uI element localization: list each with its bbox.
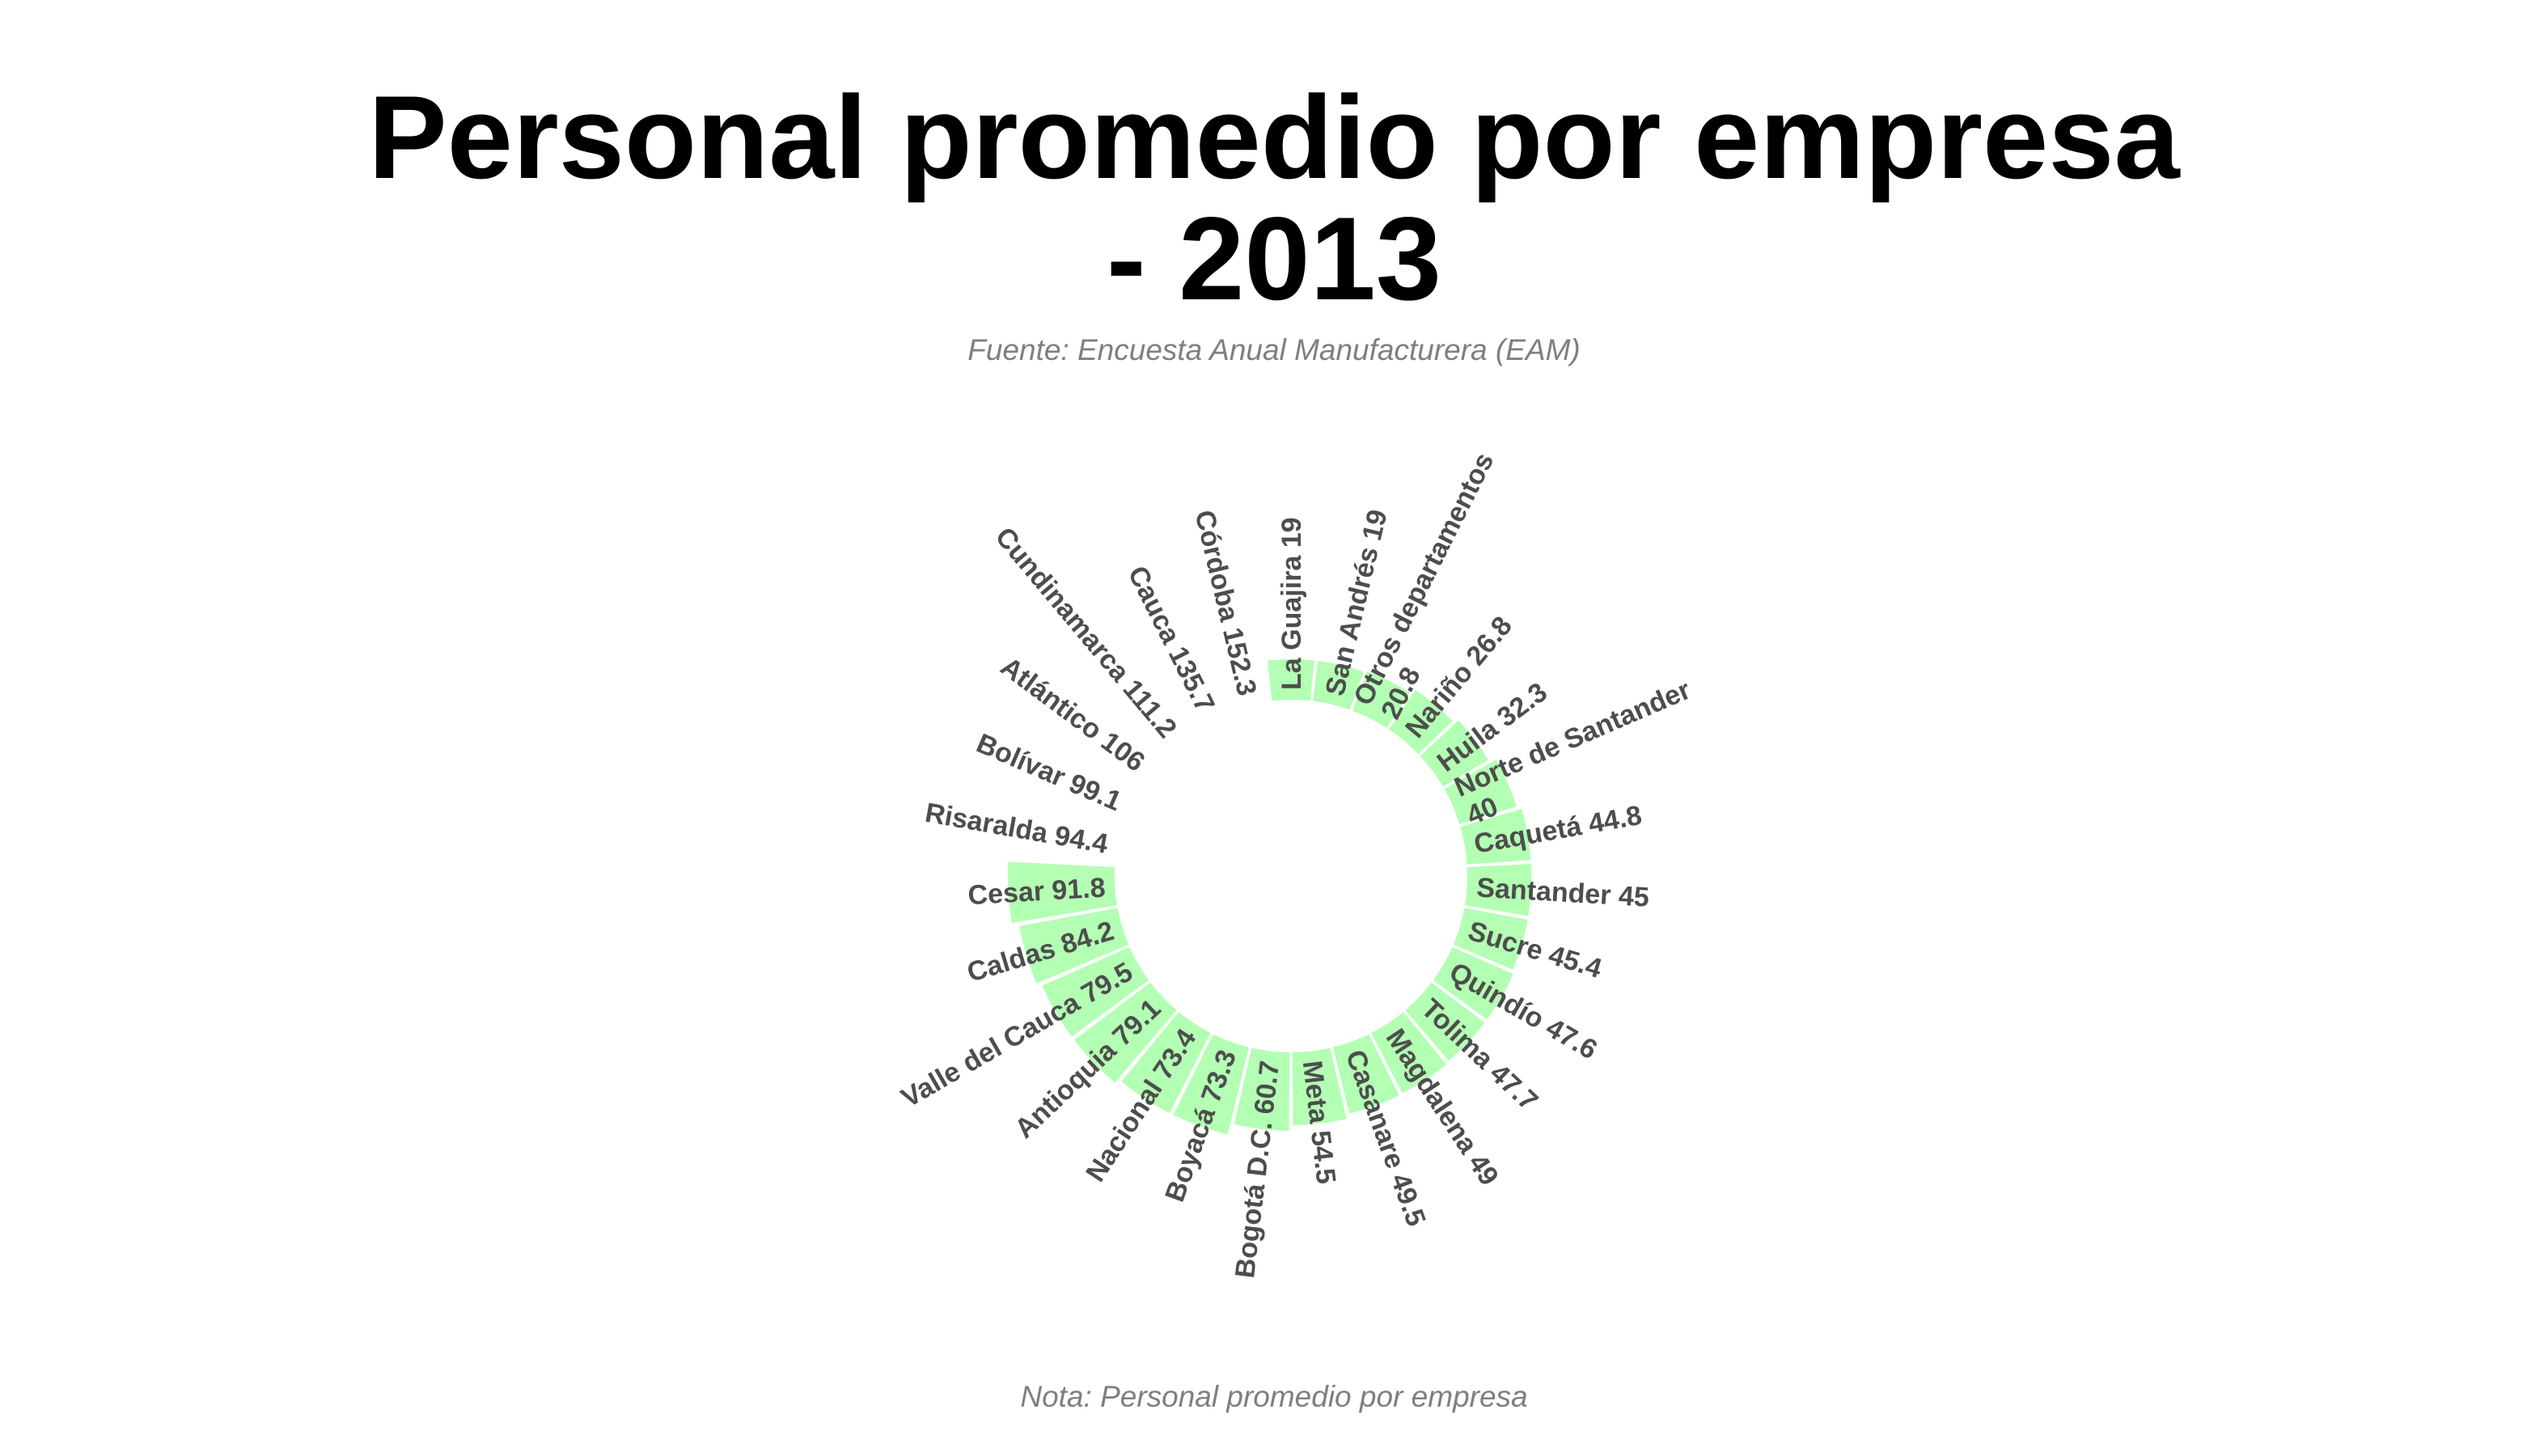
bar-san-andres <box>1313 661 1364 710</box>
bar-narino <box>1389 689 1453 755</box>
chart-title-line-2: - 2013 <box>1107 193 1441 324</box>
label-norte-de-santander: Norte de Santander40 <box>1450 675 1708 832</box>
bar-huila <box>1420 720 1488 787</box>
bar-tolima <box>1405 982 1485 1061</box>
bar-cesar <box>1008 861 1118 924</box>
chart-subtitle: Fuente: Encuesta Anual Manufacturera (EA… <box>967 333 1581 366</box>
label-la-guajira: La Guajira 19 <box>1276 517 1307 690</box>
bar-casanare <box>1332 1034 1399 1114</box>
bar-meta <box>1292 1048 1347 1125</box>
chart-title-line-1: Personal promedio por empresa <box>368 71 2180 203</box>
bar-antioquia <box>1074 982 1177 1083</box>
bar-boyaca <box>1173 1034 1250 1135</box>
label-risaralda: Risaralda 94.4 <box>923 798 1111 860</box>
bar-otros-departamentos <box>1352 671 1410 728</box>
bar-la-guajira <box>1267 659 1315 701</box>
bar-quindio <box>1433 946 1513 1020</box>
bar-magdalena <box>1371 1012 1447 1094</box>
bar-sucre <box>1453 908 1528 970</box>
bar-norte-de-santander <box>1444 760 1517 824</box>
bar-caqueta <box>1460 809 1531 865</box>
bar-bogota-d-c <box>1234 1048 1290 1131</box>
bars-layer <box>1008 659 1532 1135</box>
bar-nacional <box>1121 1012 1211 1114</box>
chart-caption: Nota: Personal promedio por empresa <box>1020 1380 1528 1413</box>
label-line: Risaralda 94.4 <box>923 798 1111 860</box>
bar-santander <box>1464 864 1532 916</box>
chart-title: Personal promedio por empresa - 2013 <box>0 77 2548 320</box>
bar-caldas <box>1019 908 1129 984</box>
bar-valle-del-cauca <box>1042 946 1149 1037</box>
label-line: La Guajira 19 <box>1276 517 1307 690</box>
